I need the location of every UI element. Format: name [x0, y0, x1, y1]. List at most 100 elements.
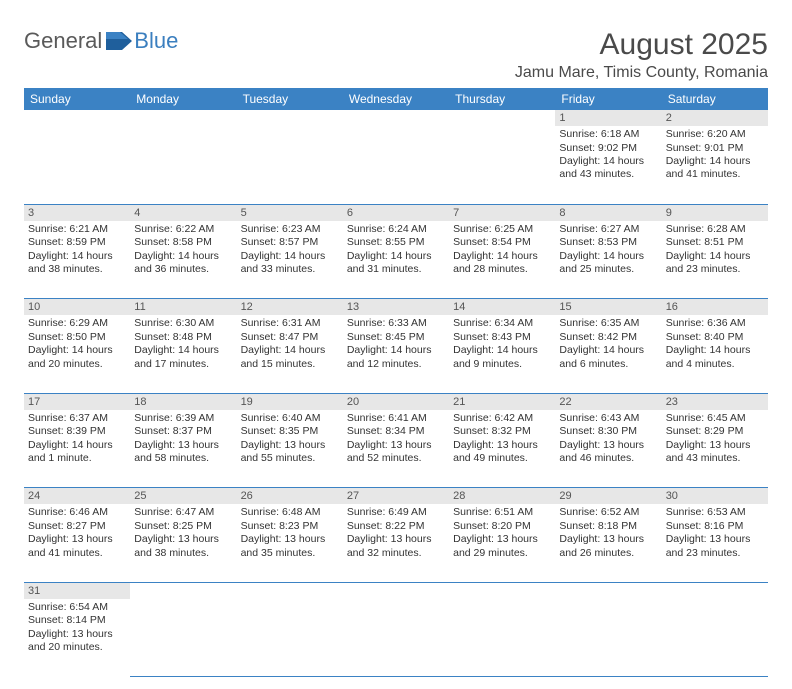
blank-cell: [237, 582, 343, 599]
weekday-header: Friday: [555, 88, 661, 110]
day-cell: Sunrise: 6:42 AM Sunset: 8:32 PM Dayligh…: [449, 410, 555, 488]
empty-cell: [237, 126, 343, 204]
blank-cell: [130, 110, 236, 126]
day-cell-text: Sunrise: 6:37 AM Sunset: 8:39 PM Dayligh…: [28, 412, 126, 466]
day-number-cell: 24: [24, 488, 130, 505]
day-cell-text: Sunrise: 6:27 AM Sunset: 8:53 PM Dayligh…: [559, 223, 657, 277]
day-cell-text: Sunrise: 6:21 AM Sunset: 8:59 PM Dayligh…: [28, 223, 126, 277]
daynum-row: 12: [24, 110, 768, 126]
day-number-cell: 28: [449, 488, 555, 505]
day-cell: Sunrise: 6:28 AM Sunset: 8:51 PM Dayligh…: [662, 221, 768, 299]
day-number-cell: 15: [555, 299, 661, 316]
calendar-page: General Blue August 2025 Jamu Mare, Timi…: [0, 0, 792, 689]
empty-cell: [130, 599, 236, 677]
day-number-cell: 14: [449, 299, 555, 316]
day-cell: Sunrise: 6:27 AM Sunset: 8:53 PM Dayligh…: [555, 221, 661, 299]
day-cell-text: Sunrise: 6:53 AM Sunset: 8:16 PM Dayligh…: [666, 506, 764, 560]
day-number-cell: 2: [662, 110, 768, 126]
day-cell: Sunrise: 6:20 AM Sunset: 9:01 PM Dayligh…: [662, 126, 768, 204]
day-cell: Sunrise: 6:25 AM Sunset: 8:54 PM Dayligh…: [449, 221, 555, 299]
day-cell-text: Sunrise: 6:42 AM Sunset: 8:32 PM Dayligh…: [453, 412, 551, 466]
day-cell-text: Sunrise: 6:43 AM Sunset: 8:30 PM Dayligh…: [559, 412, 657, 466]
empty-cell: [343, 126, 449, 204]
day-cell: Sunrise: 6:43 AM Sunset: 8:30 PM Dayligh…: [555, 410, 661, 488]
day-cell: Sunrise: 6:45 AM Sunset: 8:29 PM Dayligh…: [662, 410, 768, 488]
day-cell: Sunrise: 6:49 AM Sunset: 8:22 PM Dayligh…: [343, 504, 449, 582]
brand-part1: General: [24, 28, 102, 54]
daynum-row: 10111213141516: [24, 299, 768, 316]
blank-cell: [130, 582, 236, 599]
blank-cell: [662, 582, 768, 599]
empty-cell: [662, 599, 768, 677]
day-number-cell: 16: [662, 299, 768, 316]
empty-cell: [449, 599, 555, 677]
day-number-cell: 21: [449, 393, 555, 410]
day-cell-text: Sunrise: 6:40 AM Sunset: 8:35 PM Dayligh…: [241, 412, 339, 466]
day-cell: Sunrise: 6:52 AM Sunset: 8:18 PM Dayligh…: [555, 504, 661, 582]
day-cell-text: Sunrise: 6:51 AM Sunset: 8:20 PM Dayligh…: [453, 506, 551, 560]
day-number-cell: 27: [343, 488, 449, 505]
blank-cell: [555, 582, 661, 599]
day-cell-text: Sunrise: 6:39 AM Sunset: 8:37 PM Dayligh…: [134, 412, 232, 466]
content-row: Sunrise: 6:46 AM Sunset: 8:27 PM Dayligh…: [24, 504, 768, 582]
day-number-cell: 17: [24, 393, 130, 410]
day-cell-text: Sunrise: 6:22 AM Sunset: 8:58 PM Dayligh…: [134, 223, 232, 277]
blank-cell: [449, 110, 555, 126]
day-number-cell: 29: [555, 488, 661, 505]
weekday-header: Sunday: [24, 88, 130, 110]
day-cell-text: Sunrise: 6:35 AM Sunset: 8:42 PM Dayligh…: [559, 317, 657, 371]
day-cell: Sunrise: 6:21 AM Sunset: 8:59 PM Dayligh…: [24, 221, 130, 299]
blank-cell: [24, 110, 130, 126]
day-cell: Sunrise: 6:41 AM Sunset: 8:34 PM Dayligh…: [343, 410, 449, 488]
day-cell-text: Sunrise: 6:29 AM Sunset: 8:50 PM Dayligh…: [28, 317, 126, 371]
day-number-cell: 9: [662, 204, 768, 221]
weekday-header: Thursday: [449, 88, 555, 110]
day-number-cell: 10: [24, 299, 130, 316]
day-cell-text: Sunrise: 6:47 AM Sunset: 8:25 PM Dayligh…: [134, 506, 232, 560]
day-cell-text: Sunrise: 6:30 AM Sunset: 8:48 PM Dayligh…: [134, 317, 232, 371]
day-number-cell: 26: [237, 488, 343, 505]
day-cell: Sunrise: 6:40 AM Sunset: 8:35 PM Dayligh…: [237, 410, 343, 488]
day-cell: Sunrise: 6:24 AM Sunset: 8:55 PM Dayligh…: [343, 221, 449, 299]
content-row: Sunrise: 6:54 AM Sunset: 8:14 PM Dayligh…: [24, 599, 768, 677]
day-number-cell: 31: [24, 582, 130, 599]
day-cell: Sunrise: 6:47 AM Sunset: 8:25 PM Dayligh…: [130, 504, 236, 582]
title-block: August 2025 Jamu Mare, Timis County, Rom…: [515, 28, 768, 82]
daynum-row: 24252627282930: [24, 488, 768, 505]
weekday-header: Tuesday: [237, 88, 343, 110]
day-cell-text: Sunrise: 6:41 AM Sunset: 8:34 PM Dayligh…: [347, 412, 445, 466]
day-number-cell: 8: [555, 204, 661, 221]
daynum-row: 31: [24, 582, 768, 599]
day-cell: Sunrise: 6:29 AM Sunset: 8:50 PM Dayligh…: [24, 315, 130, 393]
day-cell-text: Sunrise: 6:18 AM Sunset: 9:02 PM Dayligh…: [559, 128, 657, 182]
day-cell-text: Sunrise: 6:36 AM Sunset: 8:40 PM Dayligh…: [666, 317, 764, 371]
day-cell: Sunrise: 6:33 AM Sunset: 8:45 PM Dayligh…: [343, 315, 449, 393]
weekday-header: Wednesday: [343, 88, 449, 110]
day-number-cell: 1: [555, 110, 661, 126]
month-title: August 2025: [515, 28, 768, 62]
day-number-cell: 20: [343, 393, 449, 410]
day-cell: Sunrise: 6:36 AM Sunset: 8:40 PM Dayligh…: [662, 315, 768, 393]
day-number-cell: 6: [343, 204, 449, 221]
day-cell: Sunrise: 6:34 AM Sunset: 8:43 PM Dayligh…: [449, 315, 555, 393]
day-number-cell: 7: [449, 204, 555, 221]
day-cell: Sunrise: 6:18 AM Sunset: 9:02 PM Dayligh…: [555, 126, 661, 204]
day-number-cell: 4: [130, 204, 236, 221]
day-cell: Sunrise: 6:37 AM Sunset: 8:39 PM Dayligh…: [24, 410, 130, 488]
day-cell: Sunrise: 6:31 AM Sunset: 8:47 PM Dayligh…: [237, 315, 343, 393]
day-number-cell: 13: [343, 299, 449, 316]
daynum-row: 17181920212223: [24, 393, 768, 410]
daynum-row: 3456789: [24, 204, 768, 221]
header: General Blue August 2025 Jamu Mare, Timi…: [24, 28, 768, 82]
weekday-header-row: SundayMondayTuesdayWednesdayThursdayFrid…: [24, 88, 768, 110]
calendar-body: 12 Sunrise: 6:18 AM Sunset: 9:02 PM Dayli…: [24, 110, 768, 677]
content-row: Sunrise: 6:18 AM Sunset: 9:02 PM Dayligh…: [24, 126, 768, 204]
day-cell-text: Sunrise: 6:25 AM Sunset: 8:54 PM Dayligh…: [453, 223, 551, 277]
empty-cell: [449, 126, 555, 204]
day-cell: Sunrise: 6:22 AM Sunset: 8:58 PM Dayligh…: [130, 221, 236, 299]
day-number-cell: 25: [130, 488, 236, 505]
blank-cell: [449, 582, 555, 599]
day-cell: Sunrise: 6:51 AM Sunset: 8:20 PM Dayligh…: [449, 504, 555, 582]
location-text: Jamu Mare, Timis County, Romania: [515, 64, 768, 82]
day-cell-text: Sunrise: 6:49 AM Sunset: 8:22 PM Dayligh…: [347, 506, 445, 560]
